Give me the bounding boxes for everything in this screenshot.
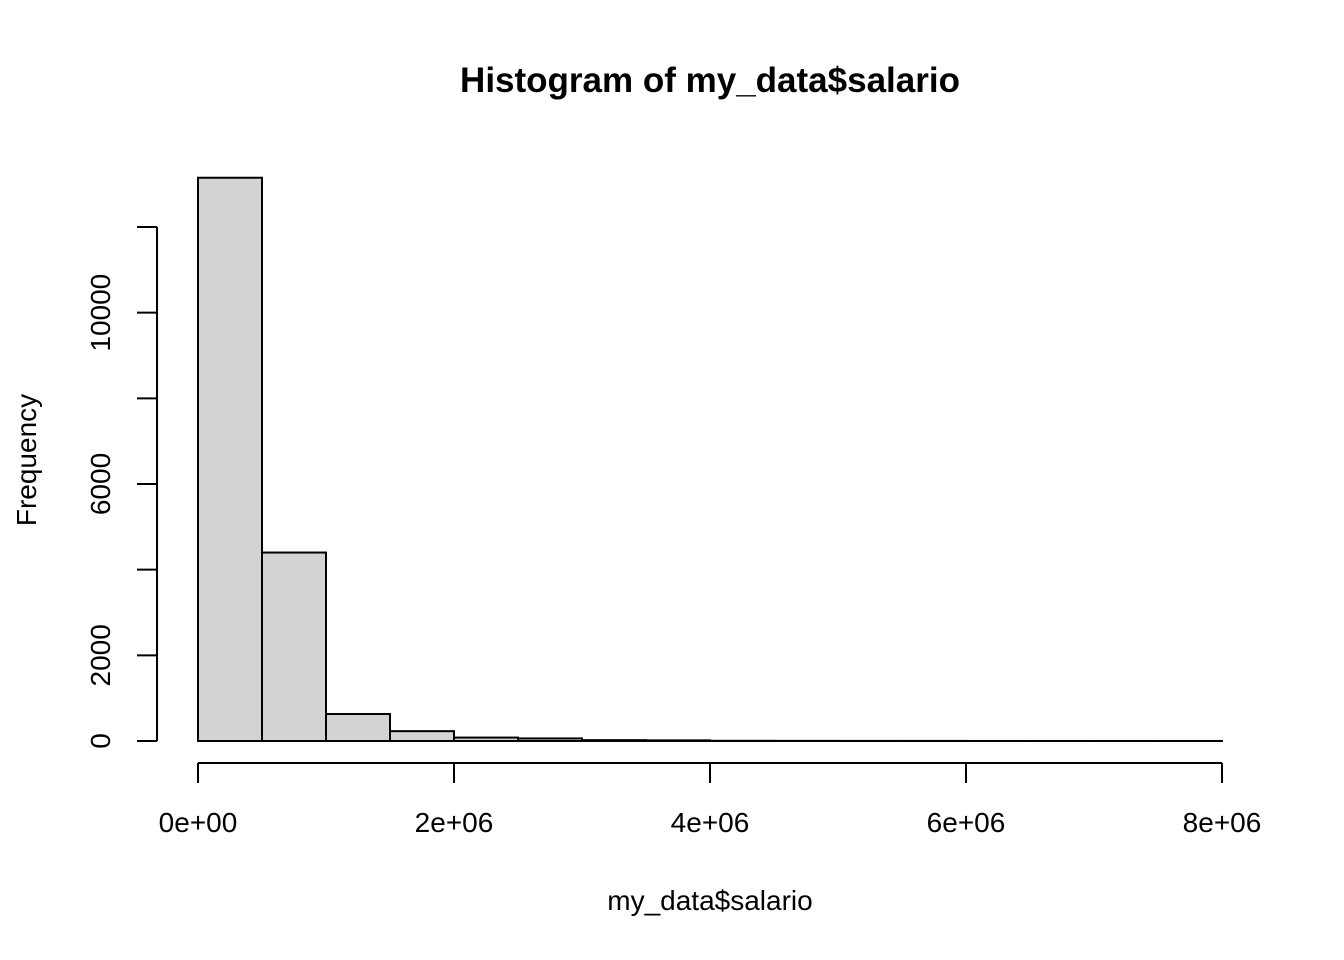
y-axis: 0 2000 6000 10000	[85, 226, 158, 749]
y-tick-label: 0	[85, 733, 116, 749]
x-axis-label: my_data$salario	[607, 885, 812, 916]
histogram-bar	[325, 713, 391, 743]
histogram-bar	[453, 736, 519, 742]
y-tick-label: 6000	[85, 453, 116, 515]
chart-title: Histogram of my_data$salario	[460, 61, 960, 100]
histogram-bar	[261, 551, 327, 742]
x-tick-label: 4e+06	[671, 807, 750, 838]
y-tick-label: 10000	[85, 274, 116, 352]
y-tick-label: 2000	[85, 624, 116, 686]
y-axis-label: Frequency	[11, 394, 42, 526]
x-tick-label: 6e+06	[927, 807, 1006, 838]
histogram-bar	[389, 730, 455, 742]
histogram-bar	[581, 739, 647, 742]
x-tick-label: 8e+06	[1183, 807, 1262, 838]
histogram-bar	[197, 176, 263, 743]
bars-group	[197, 176, 1223, 743]
x-axis: 0e+00 2e+06 4e+06 6e+06 8e+06	[159, 762, 1262, 838]
histogram-bar	[645, 739, 711, 742]
histogram-bar	[517, 737, 583, 742]
x-tick-label: 2e+06	[415, 807, 494, 838]
x-tick-label: 0e+00	[159, 807, 238, 838]
